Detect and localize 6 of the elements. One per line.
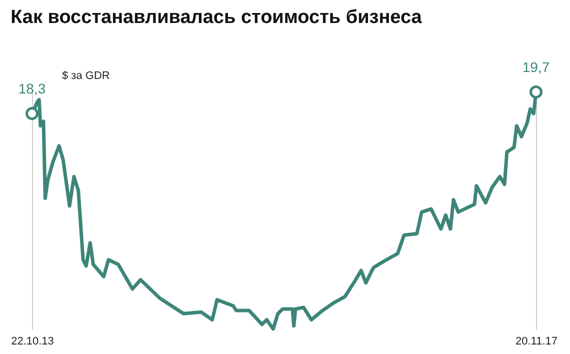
- data-label: 18,3: [18, 80, 46, 97]
- chart-title: Как восстанавливалась стоимость бизнеса: [10, 7, 422, 28]
- x-tick-label: 20.11.17: [515, 336, 558, 348]
- x-tick-label: 22.10.13: [11, 336, 54, 348]
- data-label: 19,7: [522, 59, 550, 75]
- chart-subtitle: $ за GDR: [62, 70, 110, 82]
